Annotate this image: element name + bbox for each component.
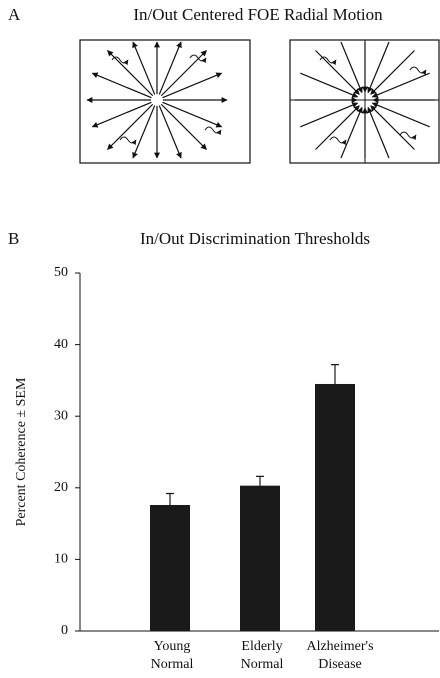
y-tick-label: 0 xyxy=(61,623,68,638)
noise-dot-trail xyxy=(409,66,427,76)
y-tick-label: 40 xyxy=(54,337,68,352)
arrow xyxy=(367,106,390,159)
x-tick-label: Alzheimer's xyxy=(306,639,373,654)
noise-dot-trail xyxy=(119,136,137,146)
arrow xyxy=(315,105,360,150)
panel-label: A xyxy=(8,5,21,24)
arrow xyxy=(132,105,156,159)
x-tick-label: Disease xyxy=(318,657,362,672)
arrow xyxy=(160,103,207,150)
x-tick-label: Elderly xyxy=(241,639,282,654)
arrow xyxy=(162,72,223,99)
motion-box-out xyxy=(79,39,251,164)
noise-dot-trail xyxy=(111,56,129,66)
arrow xyxy=(158,105,182,159)
arrow xyxy=(132,41,156,95)
panel-label: B xyxy=(8,229,19,248)
arrow xyxy=(91,101,152,128)
arrow xyxy=(107,50,154,97)
error-bar xyxy=(331,364,339,384)
arrow xyxy=(370,50,415,95)
arrow xyxy=(340,41,363,94)
error-bar xyxy=(256,475,264,486)
arrow xyxy=(367,41,390,94)
arrow xyxy=(107,103,154,150)
x-tick-label: Young xyxy=(154,639,191,654)
chart-title: In/Out Discrimination Thresholds xyxy=(140,229,370,248)
noise-dot-trail xyxy=(189,54,207,64)
noise-dot-trail xyxy=(329,136,347,146)
arrow xyxy=(371,102,430,128)
arrow xyxy=(158,41,182,95)
arrow xyxy=(300,72,359,98)
arrow xyxy=(300,102,359,128)
y-tick-label: 30 xyxy=(54,408,68,423)
noise-dot-trail xyxy=(319,56,337,66)
panel-title: In/Out Centered FOE Radial Motion xyxy=(133,5,383,24)
arrow-group xyxy=(86,41,435,159)
arrow xyxy=(162,101,223,128)
bar xyxy=(240,485,280,631)
arrow xyxy=(370,105,415,150)
y-axis-label: Percent Coherence ± SEM xyxy=(14,377,29,526)
x-tick-label: Normal xyxy=(241,657,284,672)
bar xyxy=(150,504,190,631)
noise-dot-trail xyxy=(399,131,417,141)
x-tick-label: Normal xyxy=(151,657,194,672)
bar xyxy=(315,383,355,631)
arrow xyxy=(91,72,152,99)
y-tick-label: 50 xyxy=(54,265,68,280)
error-bar xyxy=(166,492,174,505)
arrow xyxy=(315,50,360,95)
y-tick-label: 10 xyxy=(54,552,68,567)
noise-dot-trail xyxy=(204,126,222,136)
arrow xyxy=(371,72,430,98)
y-tick-label: 20 xyxy=(54,480,68,495)
arrow xyxy=(160,50,207,97)
arrow xyxy=(340,106,363,159)
